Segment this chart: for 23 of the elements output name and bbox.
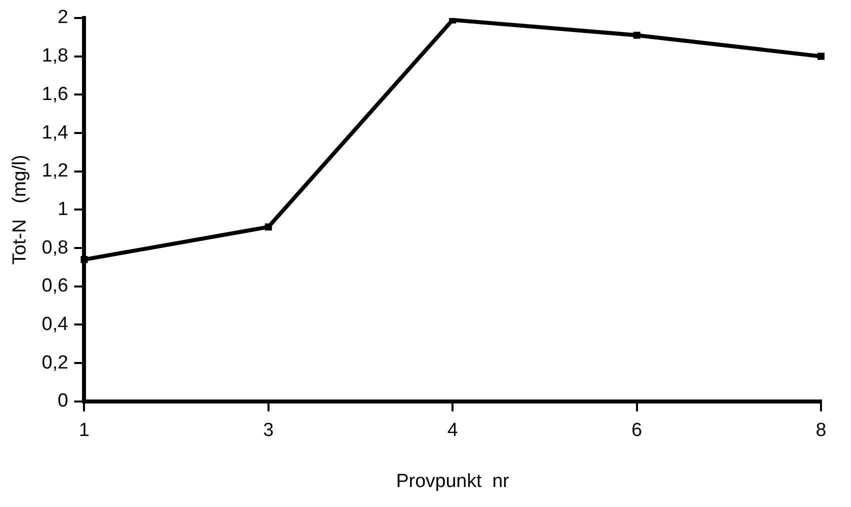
y-tick-label: 1,2 bbox=[42, 160, 68, 182]
point bbox=[633, 32, 640, 39]
y-tick-label: 1,4 bbox=[42, 122, 69, 144]
y-tick-label: 1,8 bbox=[42, 46, 68, 67]
x-tick-label: 6 bbox=[632, 420, 642, 442]
point bbox=[449, 18, 456, 24]
point bbox=[264, 223, 272, 230]
y-tick-label: 2 bbox=[58, 7, 68, 28]
y-tick-label: 0,8 bbox=[42, 237, 68, 258]
y-tick-label: 0 bbox=[58, 390, 68, 412]
y-tick-label: 1 bbox=[58, 198, 68, 220]
x-tick-label: 1 bbox=[78, 420, 90, 442]
y-tick-label: 0,4 bbox=[42, 314, 69, 335]
x-axis-title: Provpunkt nr bbox=[396, 470, 510, 492]
x-tick-label: 4 bbox=[447, 420, 458, 442]
y-axis-title: Tot-N (mg/l) bbox=[10, 154, 31, 265]
x-tick-label: 8 bbox=[816, 420, 826, 442]
point bbox=[80, 256, 88, 264]
y-tick-label: 0,6 bbox=[42, 276, 68, 297]
y-tick-label: 1,6 bbox=[42, 84, 68, 105]
point bbox=[817, 52, 825, 60]
x-tick-label: 3 bbox=[263, 420, 274, 442]
y-tick-label: 0,2 bbox=[42, 352, 68, 374]
